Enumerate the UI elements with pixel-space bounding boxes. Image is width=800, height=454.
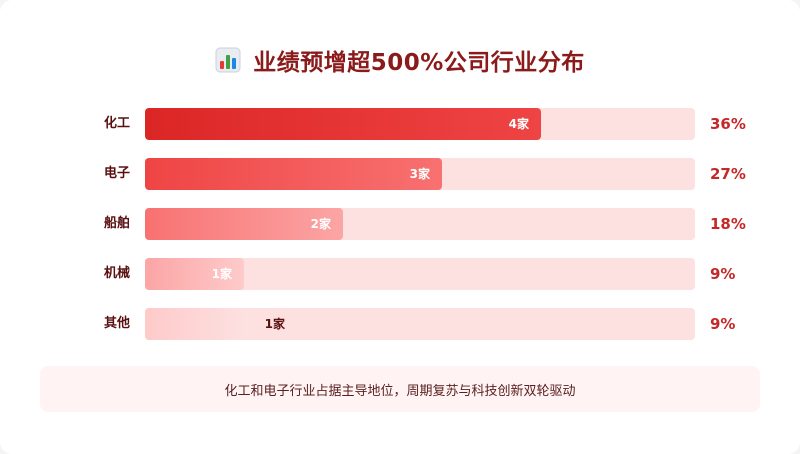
summary-note-text: 化工和电子行业占据主导地位，周期复苏与科技创新双轮驱动 [224, 383, 576, 399]
bar-value-label: 2家 [310, 217, 331, 231]
percent-label: 18% [710, 215, 746, 233]
percent-label: 36% [710, 115, 746, 133]
category-label: 船舶 [103, 216, 130, 231]
category-label: 其他 [103, 316, 130, 331]
bar [145, 158, 442, 190]
bar-value-label: 4家 [508, 117, 529, 131]
chart-title-row: 业绩预增超500%公司行业分布 [0, 40, 800, 80]
percent-label: 27% [710, 165, 746, 183]
summary-note: 化工和电子行业占据主导地位，周期复苏与科技创新双轮驱动 [40, 366, 760, 412]
bar [145, 308, 244, 340]
bar-value-label: 1家 [264, 317, 285, 331]
bar [145, 208, 343, 240]
category-label: 电子 [103, 166, 130, 181]
percent-label: 9% [710, 315, 736, 333]
bar-value-label: 3家 [409, 167, 430, 181]
category-label: 化工 [103, 116, 130, 131]
percent-label: 9% [710, 265, 736, 283]
bar [145, 258, 244, 290]
bar-chart-icon [215, 47, 241, 73]
bar-value-label: 1家 [211, 267, 232, 281]
bar [145, 108, 541, 140]
category-label: 机械 [103, 266, 130, 281]
chart-title: 业绩预增超500%公司行业分布 [253, 50, 585, 76]
